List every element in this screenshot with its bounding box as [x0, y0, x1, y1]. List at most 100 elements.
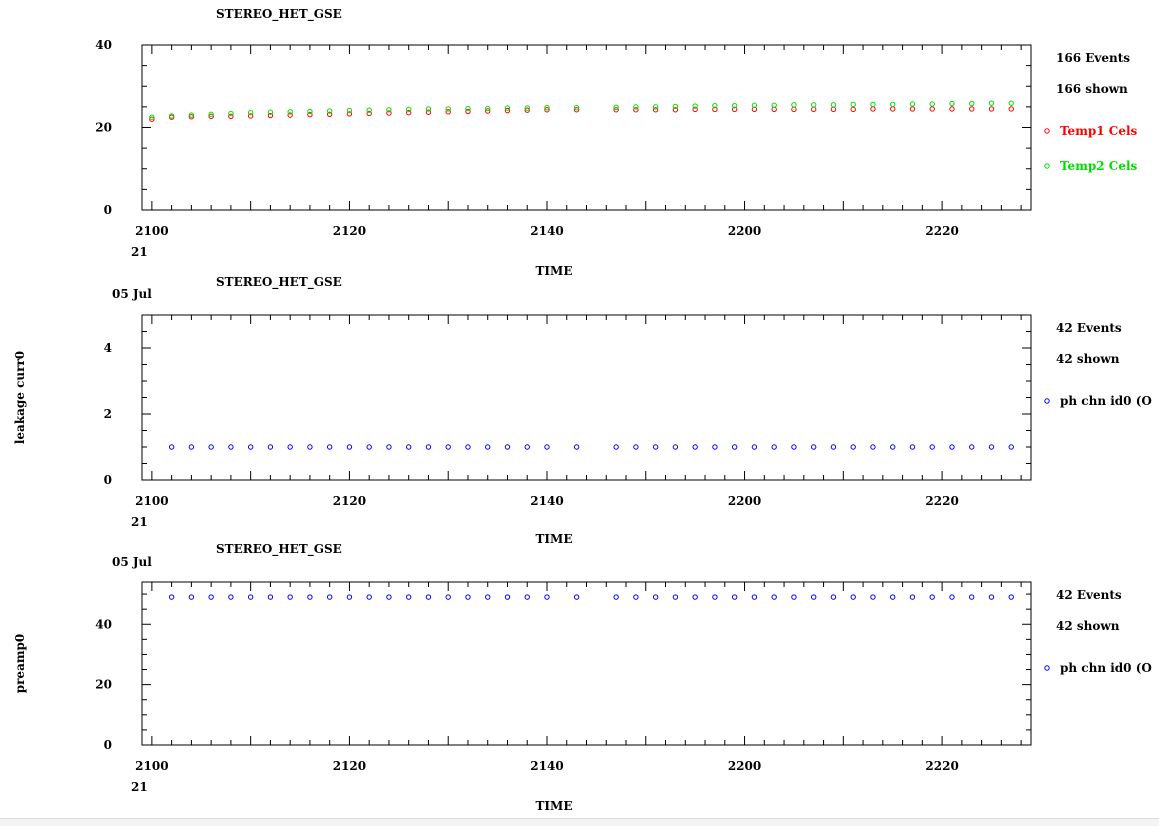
- data-point: [208, 594, 214, 600]
- y-tick-label: 0: [104, 203, 112, 217]
- data-point: [326, 594, 333, 600]
- data-point: [544, 107, 550, 113]
- data-point: [208, 113, 214, 120]
- y-tick-label: 40: [95, 38, 112, 52]
- data-point: [692, 106, 698, 113]
- data-point: [1008, 106, 1014, 112]
- data-point: [307, 112, 313, 118]
- plot-frame: [141, 581, 1032, 746]
- data-point: [326, 444, 333, 450]
- x-tick-label: 2120: [333, 759, 366, 773]
- data-point: [524, 105, 530, 111]
- data-point: [929, 101, 935, 107]
- data-point: [485, 108, 491, 114]
- event-count-label: 166 shown: [1056, 82, 1128, 96]
- data-point: [672, 594, 679, 600]
- data-point: [346, 107, 353, 114]
- data-point: [287, 112, 293, 118]
- plot-title: STEREO_HET_GSE: [216, 7, 342, 22]
- data-point: [544, 594, 550, 600]
- data-point: [465, 105, 471, 112]
- data-point: [287, 594, 293, 600]
- plot-title: STEREO_HET_GSE: [216, 275, 342, 290]
- date-label-month: 05 Jul: [112, 555, 152, 569]
- event-count-label: 42 Events: [1056, 321, 1122, 335]
- data-point: [406, 109, 412, 116]
- data-point: [633, 107, 639, 113]
- y-tick-label: 0: [104, 473, 112, 487]
- data-point: [247, 444, 254, 450]
- y-tick-label: 20: [95, 678, 112, 692]
- series-1: [149, 106, 1014, 122]
- data-point: [524, 444, 530, 450]
- data-point: [307, 444, 313, 450]
- data-point: [810, 594, 817, 600]
- plot-title: STEREO_HET_GSE: [216, 542, 342, 557]
- legend-label: ph chn id0 (O: [1060, 394, 1152, 408]
- data-point: [712, 102, 718, 109]
- data-point: [267, 109, 274, 115]
- data-point: [188, 112, 195, 118]
- data-point: [810, 444, 817, 450]
- data-point: [731, 106, 738, 113]
- plot-panel-1: STEREO_HET_GSE 2100 2120 2140 2200 2220 21 05 J…: [95, 7, 1137, 301]
- y-axis-title: leakage curr0: [13, 351, 27, 444]
- y-tick-label: 4: [104, 341, 112, 355]
- data-point: [425, 109, 432, 115]
- x-tick-label: 2140: [530, 494, 563, 508]
- date-label-day: 21: [131, 780, 148, 794]
- data-point: [1008, 100, 1014, 106]
- data-point: [425, 594, 432, 600]
- data-point: [168, 444, 175, 450]
- data-point: [969, 100, 975, 107]
- data-point: [929, 444, 935, 450]
- data-point: [830, 594, 837, 600]
- data-point: [149, 116, 155, 122]
- data-point: [326, 111, 333, 118]
- data-point: [188, 444, 195, 450]
- x-tick-label: 2140: [530, 224, 563, 238]
- y-tick-label: 20: [95, 121, 112, 135]
- data-point: [524, 594, 530, 600]
- data-point: [386, 110, 392, 116]
- data-point: [228, 594, 234, 600]
- data-point: [465, 444, 471, 450]
- data-point: [672, 107, 679, 113]
- data-point: [771, 594, 777, 600]
- data-point: [445, 106, 451, 112]
- data-point: [830, 444, 837, 450]
- data-point: [573, 107, 580, 113]
- data-point: [485, 444, 491, 450]
- date-label-month: 05 Jul: [112, 287, 152, 301]
- plot-frame: [141, 44, 1032, 211]
- x-tick-label: 2120: [333, 494, 366, 508]
- data-point: [731, 444, 738, 450]
- data-point: [652, 107, 659, 113]
- data-point: [613, 444, 619, 450]
- plot-panel-2: STEREO_HET_GSE 2100 2120 2140 2200 2220 21 05 J…: [13, 275, 1152, 569]
- x-tick-label: 2220: [925, 759, 958, 773]
- data-point: [366, 110, 372, 117]
- data-point: [731, 102, 738, 109]
- data-point: [504, 105, 511, 111]
- data-point: [573, 444, 580, 450]
- data-point: [870, 594, 876, 600]
- legend-marker: [1044, 665, 1050, 671]
- data-point: [613, 104, 619, 110]
- x-axis-title: TIME: [536, 264, 573, 278]
- data-point: [909, 444, 916, 450]
- data-point: [168, 594, 175, 600]
- data-point: [929, 106, 935, 112]
- y-tick-label: 2: [104, 407, 112, 421]
- data-point: [890, 106, 896, 112]
- data-point: [346, 111, 353, 117]
- data-point: [771, 102, 777, 108]
- data-point: [613, 594, 619, 600]
- data-point: [870, 106, 876, 112]
- data-point: [228, 113, 234, 120]
- data-point: [445, 594, 451, 600]
- data-point: [149, 114, 155, 120]
- data-point: [909, 101, 916, 107]
- data-point: [247, 594, 254, 600]
